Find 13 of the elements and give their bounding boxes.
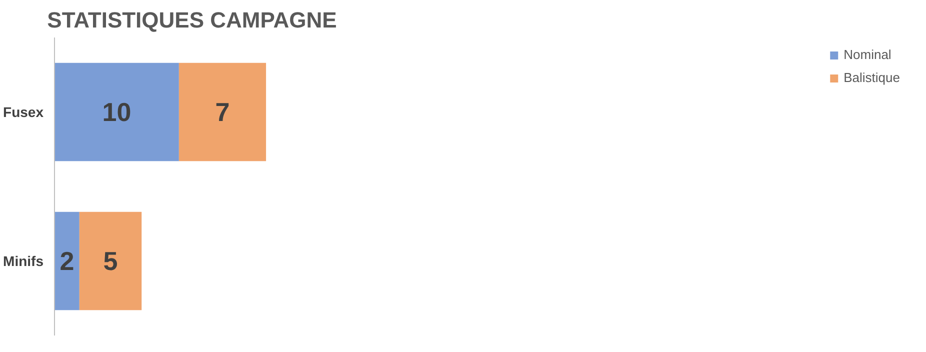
data-label: 10 bbox=[102, 97, 132, 127]
data-label: 5 bbox=[103, 246, 118, 276]
bar bbox=[178, 62, 266, 162]
y-tick-label: Fusex bbox=[3, 104, 44, 120]
legend-label: Balistique bbox=[844, 70, 900, 85]
legend-label: Nominal bbox=[844, 47, 892, 62]
data-label: 7 bbox=[215, 97, 230, 127]
bar bbox=[54, 62, 179, 162]
bar bbox=[54, 212, 80, 310]
y-tick-label: Minifs bbox=[3, 253, 44, 269]
bar bbox=[79, 212, 142, 310]
data-label: 2 bbox=[60, 246, 74, 276]
chart-title: STATISTIQUES CAMPAGNE bbox=[47, 8, 337, 32]
